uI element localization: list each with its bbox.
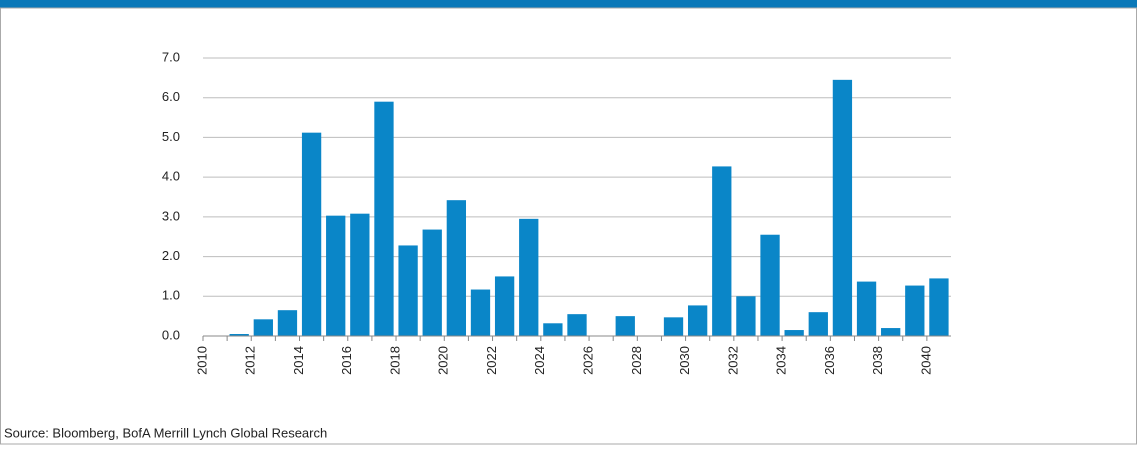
x-tick-label: 2016: [339, 346, 354, 375]
bar: [326, 215, 346, 336]
bar: [929, 278, 949, 336]
y-tick-label: 3.0: [162, 208, 180, 223]
bar: [470, 289, 491, 336]
x-tick-label: 2032: [725, 346, 740, 375]
bar: [446, 200, 467, 336]
bar: [567, 314, 587, 336]
frame: [0, 7, 1137, 445]
x-tick-label: 2018: [387, 346, 402, 375]
bar: [663, 317, 684, 336]
top-band: [0, 0, 1137, 8]
source-note: Source: Bloomberg, BofA Merrill Lynch Gl…: [4, 425, 327, 440]
bar: [736, 296, 756, 336]
bar: [543, 323, 563, 336]
bar: [760, 234, 780, 336]
y-tick-label: 7.0: [162, 49, 180, 64]
bar: [832, 79, 853, 336]
bar: [808, 312, 828, 336]
bar: [881, 328, 901, 336]
x-tick-label: 2024: [532, 346, 547, 375]
bar: [856, 281, 877, 336]
x-tick-label: 2036: [822, 346, 837, 375]
y-tick-label: 1.0: [162, 288, 180, 303]
bar: [905, 285, 925, 336]
x-tick-label: 2012: [243, 346, 258, 375]
x-tick-label: 2010: [194, 346, 209, 375]
bar: [784, 330, 804, 336]
x-tick-label: 2030: [677, 346, 692, 375]
bar: [422, 229, 442, 336]
y-tick-label: 5.0: [162, 129, 180, 144]
bar: [301, 132, 322, 336]
x-tick-label: 2038: [870, 346, 885, 375]
bar: [398, 245, 418, 336]
y-tick-label: 4.0: [162, 169, 180, 184]
bar: [615, 316, 635, 336]
y-tick-label: 2.0: [162, 248, 180, 263]
bar: [712, 166, 732, 336]
bar: [253, 319, 273, 336]
bar: [374, 101, 394, 336]
bar: [229, 334, 249, 336]
x-tick-label: 2020: [436, 346, 451, 375]
bar: [494, 276, 515, 336]
x-tick-label: 2040: [918, 346, 933, 375]
y-tick-label: 6.0: [162, 89, 180, 104]
x-tick-label: 2014: [291, 346, 306, 375]
x-tick-label: 2022: [484, 346, 499, 375]
bar: [277, 310, 298, 336]
bar: [519, 218, 539, 336]
x-tick-label: 2034: [774, 346, 789, 375]
x-tick-label: 2028: [629, 346, 644, 375]
y-tick-label: 0.0: [162, 327, 180, 342]
x-tick-label: 2026: [581, 346, 596, 375]
bar: [350, 213, 370, 336]
bar: [687, 305, 708, 336]
